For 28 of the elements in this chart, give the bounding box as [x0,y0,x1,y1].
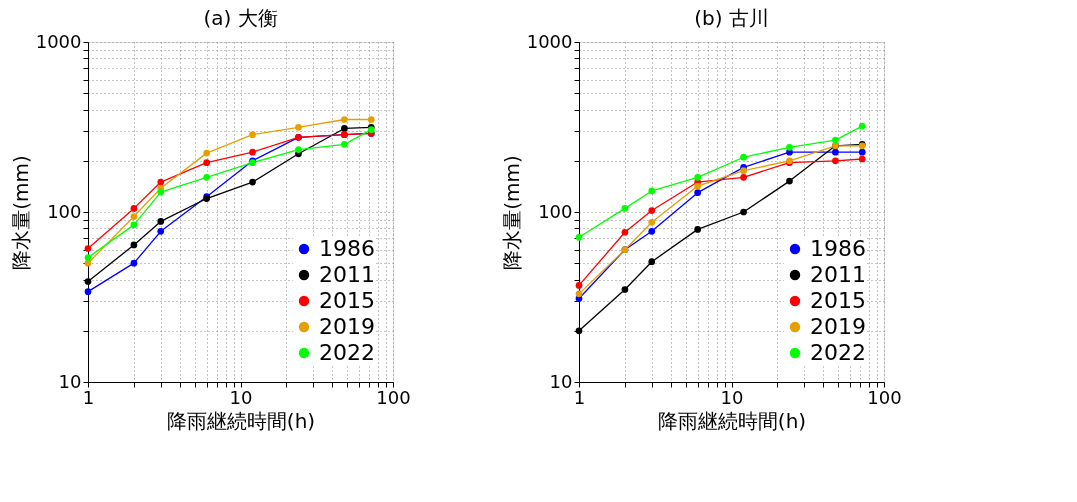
y-axis-title: 降水量(mm) [8,155,33,270]
y-tick-label: 1000 [526,30,573,52]
y-axis-title: 降水量(mm) [499,155,524,270]
legend-label: 1986 [319,236,375,261]
x-axis-title: 降雨継続時間(h) [166,408,316,433]
legend-label: 2011 [319,262,375,287]
legend-label: 1986 [810,236,866,261]
legend-label: 2022 [810,340,866,365]
x-tick-label: 10 [720,386,744,408]
legend-label: 2015 [810,288,866,313]
x-tick-label: 100 [376,386,411,408]
x-tick-label: 1 [573,386,586,408]
x-tick-label: 1 [82,386,95,408]
legend-label: 2019 [810,314,866,339]
y-tick-label: 100 [47,200,82,222]
y-tick-label: 1000 [35,30,82,52]
y-tick-label: 10 [58,370,82,392]
y-tick-label: 100 [538,200,573,222]
chart-title: (a) 大衡 [203,6,278,30]
y-tick-label: 10 [549,370,573,392]
chart-title: (b) 古川 [694,6,769,30]
x-tick-label: 100 [867,386,902,408]
x-tick-label: 10 [229,386,253,408]
legend-label: 2015 [319,288,375,313]
legend-label: 2019 [319,314,375,339]
legend-label: 2011 [810,262,866,287]
x-axis-title: 降雨継続時間(h) [657,408,807,433]
legend-label: 2022 [319,340,375,365]
